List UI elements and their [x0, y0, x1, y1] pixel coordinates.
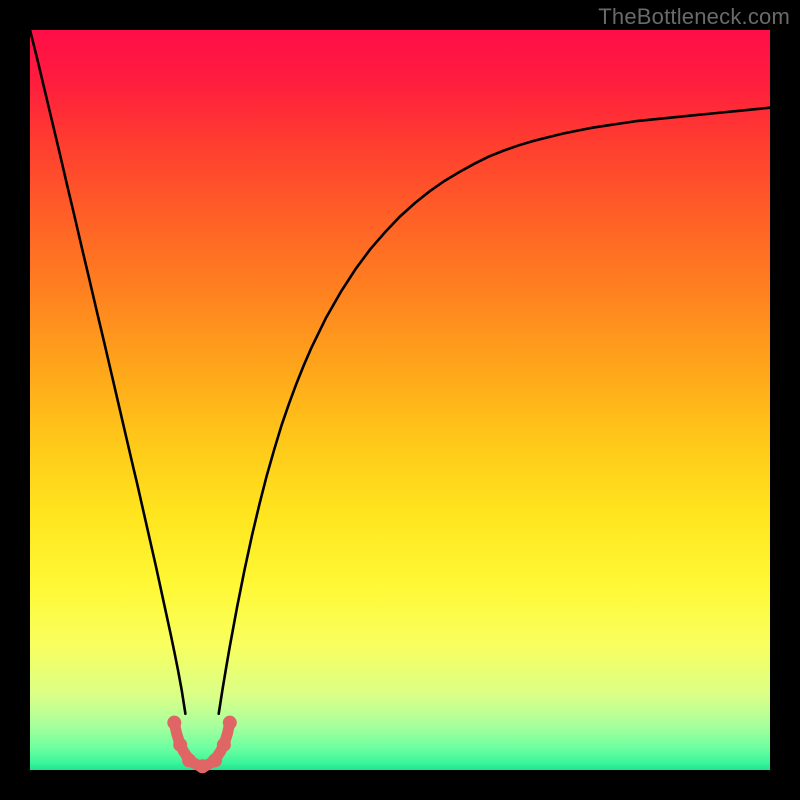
bottom-arc-dot: [208, 753, 222, 767]
plot-background: [30, 30, 770, 770]
bottom-arc-dot: [223, 716, 237, 730]
bottleneck-curve-chart: [0, 0, 800, 800]
chart-container: TheBottleneck.com: [0, 0, 800, 800]
bottom-arc-dot: [182, 753, 196, 767]
bottom-arc-dot: [173, 738, 187, 752]
bottom-arc-dot: [167, 716, 181, 730]
bottom-arc-dot: [195, 759, 209, 773]
bottom-arc-dot: [217, 738, 231, 752]
watermark-text: TheBottleneck.com: [598, 4, 790, 30]
